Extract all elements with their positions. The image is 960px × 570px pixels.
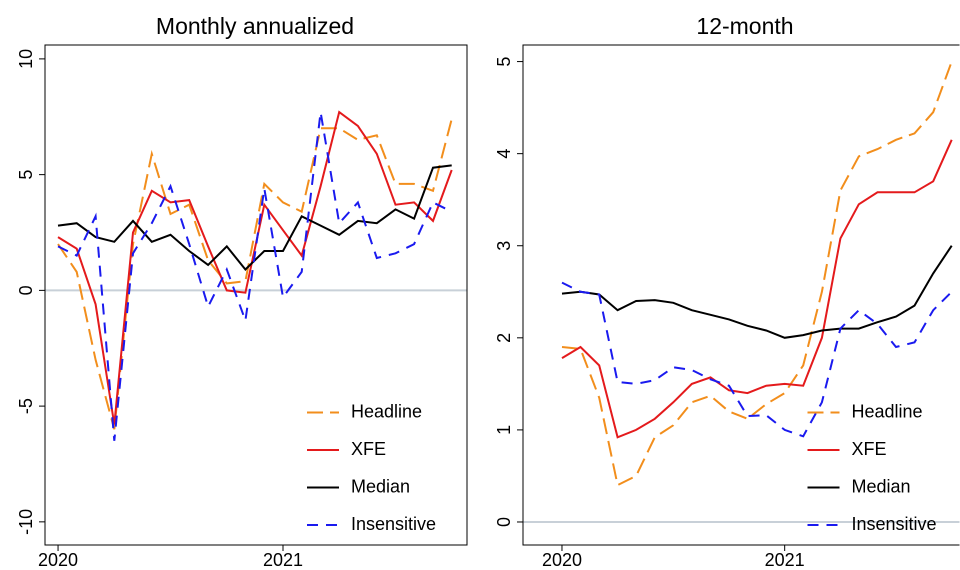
- series-line: [561, 139, 953, 439]
- panel-title: 12-month: [696, 13, 793, 39]
- legend-label: Median: [351, 476, 410, 496]
- y-tick-label: 4: [494, 149, 514, 159]
- legend-label: Insensitive: [852, 514, 937, 534]
- axes-frame: [44, 44, 468, 546]
- x-tick-label: 2020: [38, 550, 78, 570]
- panel-title: Monthly annualized: [156, 13, 354, 39]
- y-tick-label: 10: [16, 49, 36, 69]
- legend-label: Headline: [852, 401, 923, 421]
- series-line: [561, 281, 953, 438]
- legend-label: Insensitive: [351, 514, 436, 534]
- legend-label: XFE: [351, 439, 386, 459]
- y-tick-label: 1: [494, 425, 514, 435]
- x-tick-label: 2021: [765, 550, 805, 570]
- y-tick-label: -5: [16, 398, 36, 414]
- legend-label: Median: [852, 476, 911, 496]
- x-tick-label: 2020: [542, 550, 582, 570]
- series-line: [561, 61, 953, 487]
- y-tick-label: 5: [494, 57, 514, 67]
- series-line: [57, 111, 453, 441]
- series-line: [57, 110, 453, 425]
- legend-label: XFE: [852, 439, 887, 459]
- y-tick-label: 0: [494, 517, 514, 527]
- legend-label: Headline: [351, 401, 422, 421]
- y-tick-label: -10: [16, 509, 36, 535]
- y-tick-label: 2: [494, 333, 514, 343]
- y-tick-label: 3: [494, 241, 514, 251]
- series-line: [561, 245, 953, 339]
- axes-frame: [522, 44, 960, 546]
- x-tick-label: 2021: [263, 550, 303, 570]
- y-tick-label: 5: [16, 170, 36, 180]
- y-tick-label: 0: [16, 285, 36, 295]
